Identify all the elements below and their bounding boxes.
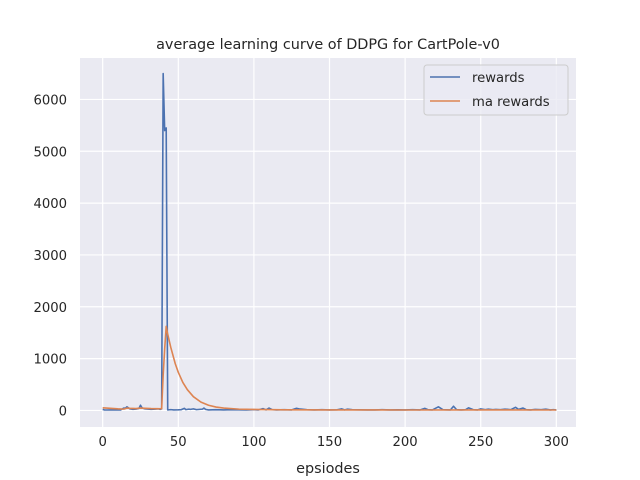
series-line-ma-rewards xyxy=(102,325,557,411)
y-tick-label: 4000 xyxy=(33,197,67,212)
x-tick-label: 0 xyxy=(98,435,106,450)
y-tick-label: 3000 xyxy=(33,249,67,264)
chart-title: average learning curve of DDPG for CartP… xyxy=(156,37,500,53)
x-axis-label: epsiodes xyxy=(296,461,360,477)
series-lines xyxy=(102,72,557,411)
y-tick-label: 1000 xyxy=(33,353,67,368)
tick-labels: 0 50 100 150 200 250 3000100020003000400050006… xyxy=(33,93,568,450)
y-tick-label: 6000 xyxy=(33,93,67,108)
legend-label-ma-rewards: ma rewards xyxy=(472,95,550,110)
x-tick-label: 100 xyxy=(241,435,266,450)
x-tick-label: 300 xyxy=(544,435,569,450)
x-tick-label: 150 xyxy=(317,435,342,450)
x-tick-label: 250 xyxy=(468,435,493,450)
y-tick-label: 5000 xyxy=(33,145,67,160)
x-tick-label: 200 xyxy=(393,435,418,450)
y-tick-label: 0 xyxy=(59,404,67,419)
legend-label-rewards: rewards xyxy=(472,71,525,86)
y-tick-label: 2000 xyxy=(33,301,67,316)
x-tick-label: 50 xyxy=(170,435,187,450)
legend: rewards ma rewards xyxy=(423,64,569,116)
